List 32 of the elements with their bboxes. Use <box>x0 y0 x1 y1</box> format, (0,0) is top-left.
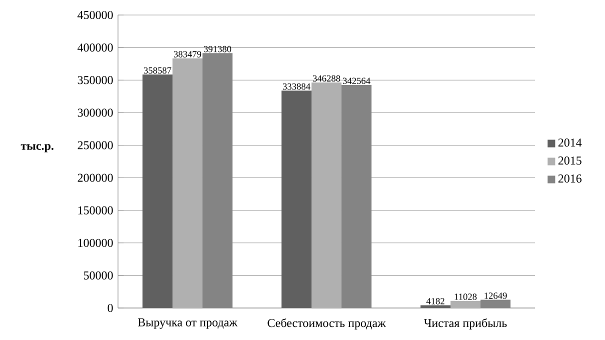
data-label: 4182 <box>426 298 444 304</box>
y-tick-label: 200000 <box>78 174 113 182</box>
bar <box>450 300 481 308</box>
y-tick-label: 450000 <box>78 10 113 20</box>
y-axis-title: тыс.р. <box>20 144 54 152</box>
data-label: 11028 <box>454 294 477 300</box>
data-label: 358587 <box>144 67 172 74</box>
legend-label: 2015 <box>558 156 582 165</box>
x-tick-label: Чистая прибыль <box>424 318 507 330</box>
y-tick-label: 100000 <box>78 238 113 247</box>
x-tick-label: Себестоимость продаж <box>268 318 386 330</box>
data-label: 342564 <box>342 78 370 84</box>
y-tick-label: 150000 <box>78 206 113 214</box>
data-label: 383479 <box>174 51 202 58</box>
y-tick-label: 350000 <box>78 76 113 84</box>
data-label: 333884 <box>282 83 310 90</box>
y-tick-label: 50000 <box>84 271 113 280</box>
legend-label: 2016 <box>558 174 582 183</box>
bar <box>312 82 342 308</box>
data-label: 391380 <box>204 46 232 52</box>
bar <box>172 58 203 308</box>
y-tick-label: 0 <box>108 304 113 312</box>
legend-label: 2014 <box>558 138 582 147</box>
bar <box>142 74 173 308</box>
data-label: 346288 <box>312 75 340 82</box>
y-tick-label: 400000 <box>78 44 113 52</box>
data-label: 12649 <box>484 292 507 299</box>
x-tick-label: Выручка от продаж <box>138 318 238 329</box>
y-tick-label: 300000 <box>78 108 113 117</box>
bar <box>420 305 451 308</box>
y-tick-label: 250000 <box>78 141 113 150</box>
bar <box>282 90 312 308</box>
